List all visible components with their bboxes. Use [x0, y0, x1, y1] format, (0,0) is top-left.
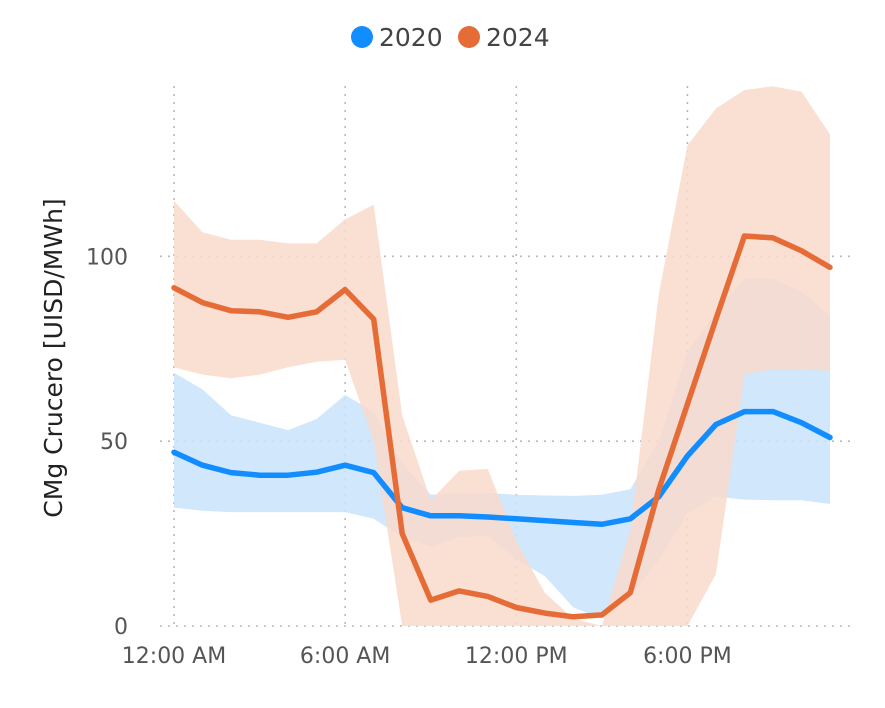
x-tick-label: 6:00 AM — [300, 644, 390, 669]
y-tick-label: 0 — [114, 615, 128, 640]
y-axis-ticks: 0 50 100 — [86, 245, 128, 640]
legend[interactable]: 2020 2024 — [351, 23, 550, 52]
legend-marker — [351, 26, 373, 48]
x-tick-label: 12:00 AM — [122, 644, 226, 669]
y-tick-label: 50 — [100, 430, 128, 455]
legend-marker — [458, 26, 480, 48]
legend-label: 2024 — [486, 23, 550, 52]
legend-item-2020[interactable]: 2020 — [351, 23, 443, 52]
x-tick-label: 6:00 PM — [643, 644, 732, 669]
y-axis-label: CMg Crucero [UISD/MWh] — [39, 198, 68, 517]
x-axis-ticks: 12:00 AM 6:00 AM 12:00 PM 6:00 PM — [122, 644, 732, 669]
series-lines — [171, 233, 833, 620]
legend-item-2024[interactable]: 2024 — [458, 23, 550, 52]
series-line-2024[interactable] — [171, 233, 833, 620]
series-line-2020[interactable] — [171, 408, 833, 528]
band-2024 — [174, 86, 830, 627]
legend-label: 2020 — [379, 23, 443, 52]
x-tick-label: 12:00 PM — [465, 644, 568, 669]
y-tick-label: 100 — [86, 245, 128, 270]
confidence-bands — [174, 86, 830, 627]
